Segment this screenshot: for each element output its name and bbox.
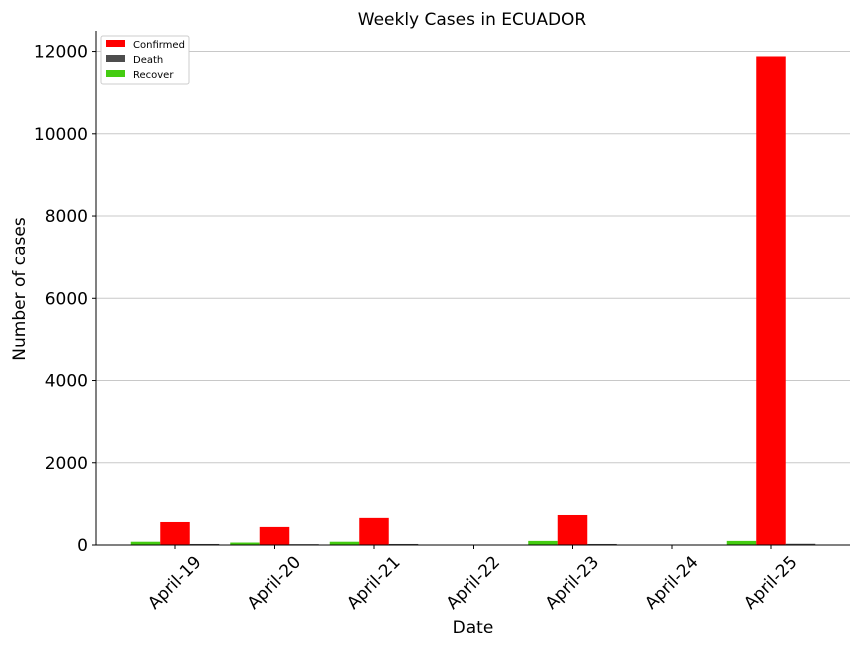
x-axis-label: Date [453,618,494,638]
x-tick-label: April-23 [542,552,603,613]
y-tick-label: 8000 [45,207,88,227]
x-tick-label: April-21 [343,552,404,613]
x-tick-label: April-25 [740,552,801,613]
bar-confirmed [756,56,786,546]
y-axis-label: Number of cases [10,217,30,361]
y-tick-label: 4000 [45,372,88,392]
legend-label: Recover [133,70,174,81]
legend-swatch [106,40,125,47]
legend: Confirmed Death Recover [100,35,190,85]
legend-swatch [106,55,125,62]
bar-confirmed [557,514,588,545]
x-tick-label: April-19 [144,552,205,613]
y-tick-label: 6000 [45,289,88,309]
x-tick-label: April-20 [244,552,305,613]
bar-recover [329,541,360,545]
x-tick-labels: April-19 April-20 April-21 April-22 April-23… [144,545,802,614]
bar-death [189,543,220,545]
bar-death [587,543,617,545]
legend-label: Confirmed [133,40,185,51]
bar-recover [230,542,260,545]
bar-death [785,543,816,545]
bar-confirmed [259,526,290,545]
y-tick-labels: 0 2000 4000 6000 8000 10000 12000 [34,43,96,556]
x-tick-label: April-24 [641,552,702,613]
chart-title: Weekly Cases in ECUADOR [358,10,587,30]
bar-death [388,543,419,545]
bars [130,56,816,546]
bar-confirmed [160,521,190,545]
legend-label: Death [133,55,163,66]
y-gridlines [96,51,850,464]
y-tick-label: 10000 [34,125,88,145]
y-tick-label: 12000 [34,43,88,63]
bar-confirmed [359,517,389,545]
axes [95,31,850,546]
bar-recover [130,541,161,545]
y-tick-label: 2000 [45,454,88,474]
bar-recover [528,540,558,545]
bar-recover [726,540,757,545]
x-tick-label: April-22 [443,552,504,613]
legend-swatch [106,70,125,77]
y-tick-label: 0 [77,536,88,556]
